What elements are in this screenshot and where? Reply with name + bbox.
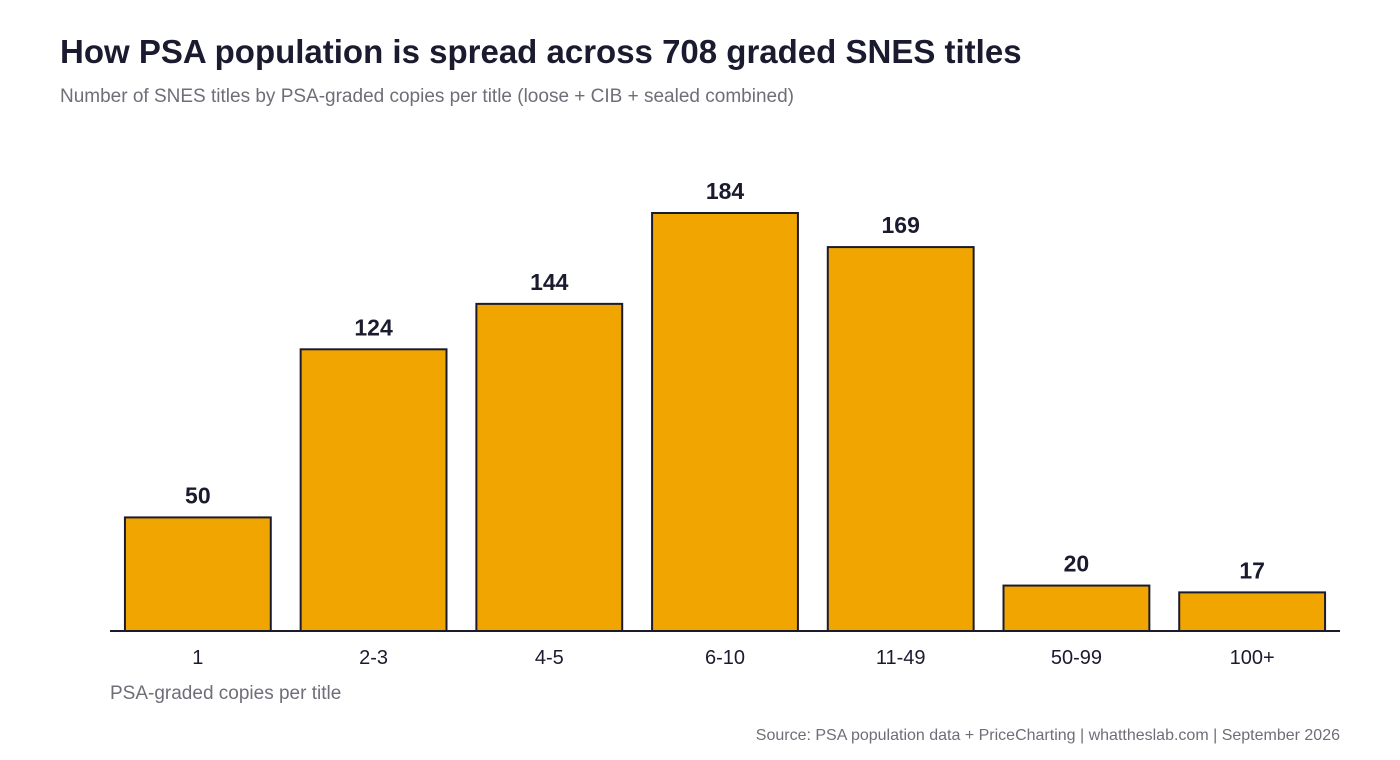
x-axis-label: PSA-graded copies per title [110,683,342,704]
bar-6-10 [651,212,799,632]
source-note: Source: PSA population data + PriceChart… [755,727,1340,744]
bar-11-49 [826,246,975,632]
bar-1 [123,516,272,632]
tick-label-100+: 100+ [1230,647,1275,669]
tick-label-2-3: 2-3 [359,647,388,669]
tick-label-6-10: 6-10 [705,647,745,669]
value-label-50-99: 20 [1064,551,1090,577]
value-label-100+: 17 [1239,557,1265,583]
bar-2-3 [299,348,448,632]
chart-subtitle: Number of SNES titles by PSA-graded copi… [60,86,794,107]
bar-50-99 [1002,584,1151,633]
value-labels-group: 50 124 144 184 169 20 17 [185,178,1265,583]
bars-group [123,212,1327,633]
tick-label-1: 1 [192,647,203,669]
chart-title: How PSA population is spread across 708 … [60,33,1022,70]
tick-label-11-49: 11-49 [876,647,926,669]
value-label-6-10: 184 [706,178,745,204]
bar-4-5 [475,302,624,632]
tick-label-4-5: 4-5 [535,647,564,669]
bar-100+ [1178,591,1327,632]
tick-labels-group: 1 2-3 4-5 6-10 11-49 50-99 100+ [192,647,1274,669]
value-label-1: 50 [185,482,211,508]
value-label-2-3: 124 [354,314,393,340]
tick-label-50-99: 50-99 [1051,647,1102,669]
value-label-4-5: 144 [530,269,569,295]
value-label-11-49: 169 [882,212,920,238]
